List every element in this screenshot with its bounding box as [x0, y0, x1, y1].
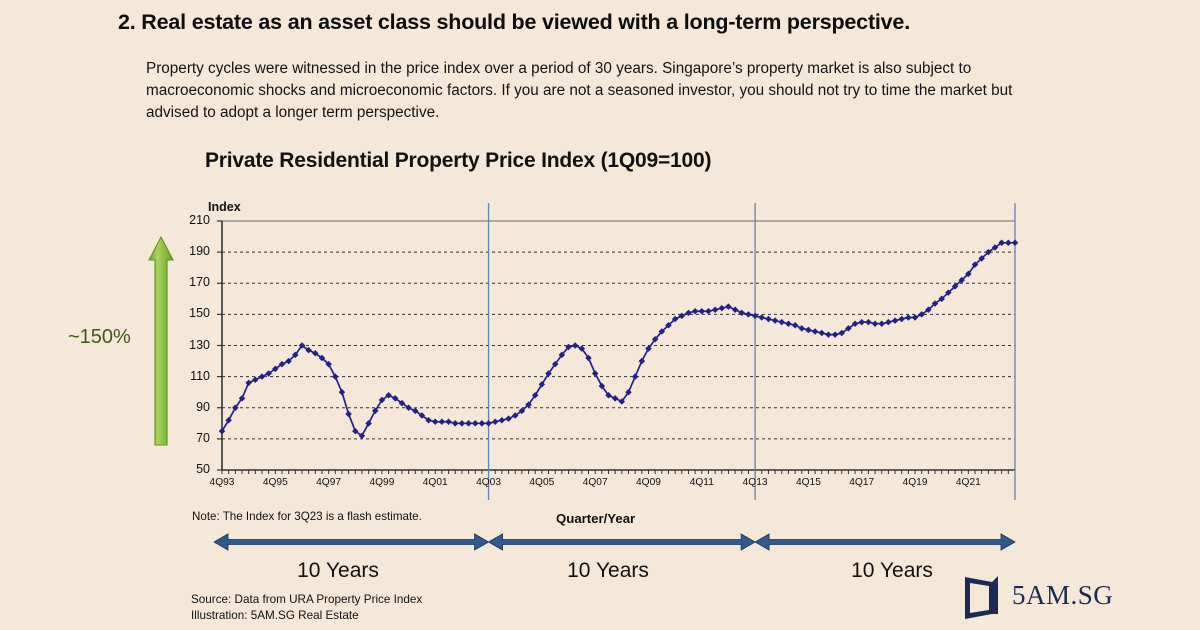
- x-axis-tick: 4Q09: [636, 477, 661, 488]
- growth-arrow-icon: [148, 236, 174, 446]
- y-axis-tick: 50: [196, 462, 210, 476]
- y-axis-tick: 110: [190, 368, 210, 383]
- x-axis-tick: 4Q03: [476, 477, 501, 488]
- intro-paragraph: Property cycles were witnessed in the pr…: [146, 60, 1013, 122]
- decade-label-1: 10 Years: [297, 559, 379, 582]
- x-axis-tick: 4Q95: [262, 477, 288, 488]
- page-title: 2. Real estate as an asset class should …: [118, 10, 910, 34]
- flash-estimate-note: Note: The Index for 3Q23 is a flash esti…: [192, 510, 422, 523]
- brand-logo-icon: [965, 576, 998, 619]
- y-axis-tick: 170: [189, 275, 210, 290]
- y-axis-title: Index: [208, 200, 241, 214]
- source-line-1: Source: Data from URA Property Price Ind…: [191, 593, 423, 606]
- x-axis-tick: 4Q13: [742, 477, 768, 488]
- x-axis-tick: 4Q97: [316, 477, 342, 488]
- chart-plot-area: 50 70 90 110 130 150 170 190 210 4Q93 4Q95 4Q97 4Q99…: [189, 203, 1019, 532]
- x-axis-tick: 4Q11: [689, 477, 714, 488]
- price-index-line-chart: [217, 203, 1019, 532]
- brand-name: 5AM.SG: [1012, 580, 1114, 610]
- decade-label-3: 10 Years: [851, 559, 933, 582]
- y-axis-tick: 190: [189, 244, 210, 259]
- y-axis-tick: 70: [196, 430, 210, 445]
- y-axis-tick: 90: [196, 399, 210, 414]
- source-line-2: Illustration: 5AM.SG Real Estate: [191, 608, 359, 622]
- x-axis-tick: 4Q17: [849, 477, 875, 488]
- y-axis-tick: 150: [189, 306, 210, 321]
- decade-label-2: 10 Years: [567, 559, 649, 582]
- x-axis-title: Quarter/Year: [556, 511, 636, 526]
- x-axis-tick: 4Q19: [902, 477, 928, 488]
- source-credit: Source: Data from URA Property Price Ind…: [191, 592, 422, 624]
- y-axis-tick: 130: [189, 337, 210, 352]
- x-axis-tick: 4Q07: [582, 477, 608, 488]
- x-axis-tick: 4Q21: [955, 477, 981, 488]
- x-axis-tick: 4Q01: [422, 477, 448, 488]
- decade-span-arrows: [213, 533, 1016, 551]
- growth-annotation-label: ~150%: [68, 326, 131, 348]
- x-axis-tick: 4Q05: [529, 477, 555, 488]
- x-axis-tick: 4Q15: [795, 477, 821, 488]
- x-axis-tick: 4Q93: [209, 477, 235, 488]
- x-axis-tick: 4Q99: [369, 477, 395, 488]
- y-axis-tick: 210: [189, 213, 210, 227]
- chart-title: Private Residential Property Price Index…: [205, 149, 712, 172]
